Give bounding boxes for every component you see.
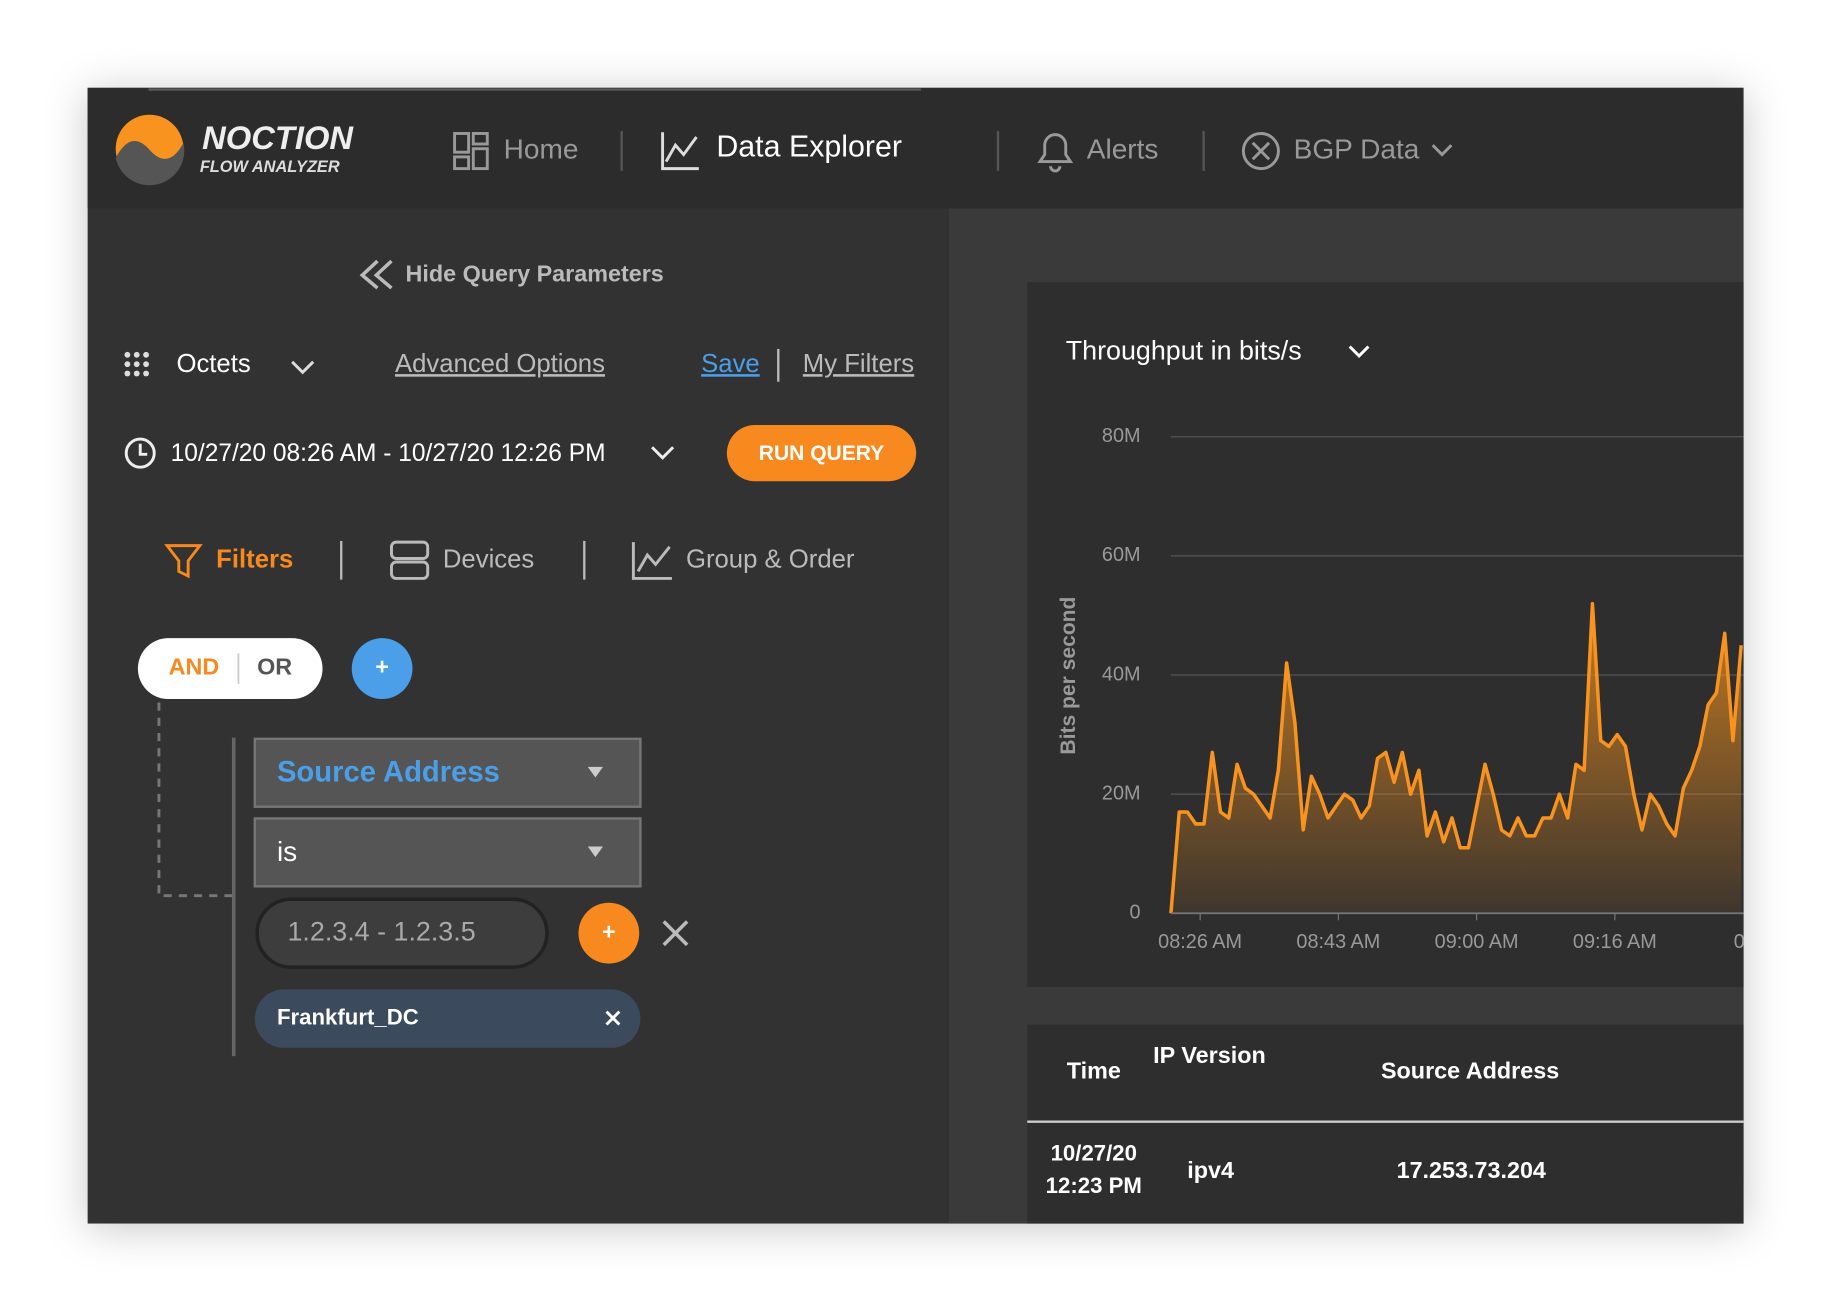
- remove-button[interactable]: [662, 920, 689, 947]
- x-tick-label: 09:3: [1734, 931, 1773, 953]
- y-axis-label: Bits per second: [1057, 597, 1080, 755]
- operator-select[interactable]: [253, 817, 642, 888]
- table-cell: 10/27/20 12:23 PM: [1045, 1141, 1142, 1199]
- column-header: Source Address: [1381, 1058, 1559, 1084]
- run-button[interactable]: [726, 425, 917, 482]
- nav-item[interactable]: BGP Data: [1294, 133, 1420, 164]
- nav-item[interactable]: Home: [504, 133, 579, 164]
- logic-and[interactable]: AND: [169, 654, 220, 680]
- chart-title[interactable]: Throughput in bits/s: [1066, 336, 1302, 366]
- nav-item-active[interactable]: Data Explorer: [716, 130, 902, 164]
- my-filters-link[interactable]: My Filters: [803, 350, 914, 378]
- operator-value: is: [277, 836, 297, 867]
- value-text: 1.2.3.4 - 1.2.3.5: [287, 916, 475, 946]
- filter-icon: [164, 544, 203, 579]
- chevron: [291, 360, 315, 375]
- y-tick-label: 20M: [1102, 782, 1141, 804]
- dropdown-arrow: [587, 846, 603, 858]
- logo-wave: [115, 141, 185, 186]
- y-tick-label: 40M: [1102, 663, 1141, 685]
- column-header: Time: [1067, 1058, 1121, 1084]
- x-tick-label: 08:26 AM: [1158, 931, 1242, 953]
- run-label: RUN QUERY: [759, 442, 884, 465]
- value-tag: [254, 989, 641, 1048]
- y-tick-label: 60M: [1102, 544, 1141, 566]
- metric-icon: [124, 351, 149, 377]
- hide-params[interactable]: Hide Query Parameters: [406, 260, 664, 286]
- collapse-icon[interactable]: [359, 259, 393, 290]
- save-link[interactable]: Save: [701, 350, 760, 378]
- nav-item[interactable]: Alerts: [1087, 133, 1159, 164]
- area-fill: [1170, 603, 1742, 914]
- logo[interactable]: NOCTION FLOW ANALYZER: [115, 114, 355, 186]
- devices-icon: [390, 540, 430, 580]
- time-range[interactable]: 10/27/20 08:26 AM - 10/27/20 12:26 PM: [171, 440, 606, 467]
- brand: NOCTION: [202, 119, 354, 156]
- column-header-box: IP Version: [1153, 1043, 1266, 1069]
- tab[interactable]: Group & Order: [686, 546, 855, 574]
- x-tick-label: 09:16 AM: [1573, 931, 1657, 953]
- logic-or[interactable]: OR: [257, 654, 292, 680]
- metric-select[interactable]: Octets: [176, 350, 250, 378]
- tree-connector: [157, 702, 234, 898]
- group-icon: [631, 542, 672, 580]
- dropdown-arrow: [587, 766, 603, 778]
- top-bar: [87, 87, 1744, 209]
- x-tick-label: 09:00 AM: [1435, 931, 1519, 953]
- value-input[interactable]: [255, 897, 549, 969]
- tag-remove[interactable]: [605, 1010, 621, 1026]
- advanced-link[interactable]: Advanced Options: [395, 350, 605, 378]
- logic-toggle[interactable]: [137, 638, 323, 700]
- clock-icon: [124, 437, 156, 469]
- add-group-label: +: [375, 654, 389, 680]
- plot: 0 20M 40M 60M 80M 08:26 AM 08:43 AM 09:00 AM 09:…: [1102, 425, 1773, 953]
- series-line: [1169, 601, 1743, 914]
- chevron: [1348, 345, 1370, 359]
- home-icon: [453, 132, 489, 171]
- tab[interactable]: Devices: [443, 546, 534, 574]
- add-value-button[interactable]: [578, 902, 640, 964]
- explorer-icon: [661, 132, 699, 171]
- bgp-icon: [1241, 132, 1280, 171]
- y-tick-label: 0: [1129, 902, 1140, 924]
- add-group-button[interactable]: [351, 638, 413, 700]
- tab-active[interactable]: Filters: [216, 546, 293, 574]
- column-header: IP Version: [1153, 1043, 1266, 1069]
- cell-box: 10/27/20 12:23 PM: [1045, 1141, 1142, 1199]
- table-cell: ipv4: [1187, 1157, 1234, 1183]
- field-value: Source Address: [277, 757, 500, 789]
- add-value-label: +: [602, 918, 616, 944]
- bell-icon: [1037, 133, 1074, 173]
- product: FLOW ANALYZER: [200, 158, 340, 176]
- x-tick-label: 08:43 AM: [1296, 931, 1380, 953]
- y-tick-label: 80M: [1102, 425, 1141, 447]
- table-card: [1027, 1024, 1744, 1224]
- table-cell: 17.253.73.204: [1397, 1157, 1546, 1183]
- chevron: [1431, 144, 1453, 157]
- chevron: [651, 446, 675, 460]
- tag-text: Frankfurt_DC: [277, 1005, 419, 1030]
- field-select[interactable]: [253, 737, 642, 808]
